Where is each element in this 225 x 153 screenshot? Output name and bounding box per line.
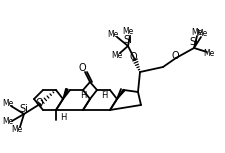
Text: Me: Me — [191, 28, 202, 37]
Polygon shape — [63, 89, 68, 99]
Text: Me: Me — [11, 125, 22, 134]
Text: O: O — [78, 63, 86, 73]
Text: Me: Me — [107, 30, 118, 39]
Polygon shape — [117, 89, 124, 99]
Text: Me: Me — [202, 49, 214, 58]
Text: O: O — [35, 98, 43, 108]
Text: Si: Si — [20, 104, 28, 114]
Text: Si: Si — [123, 35, 132, 45]
Text: H: H — [60, 112, 66, 121]
Text: O: O — [170, 51, 178, 61]
Text: Me: Me — [122, 26, 133, 35]
Text: Ḧ: Ḧ — [100, 91, 107, 101]
Text: Si: Si — [189, 37, 198, 47]
Text: Me: Me — [2, 118, 14, 127]
Text: Me: Me — [2, 99, 14, 108]
Text: Me: Me — [196, 28, 207, 37]
Text: Ḧ: Ḧ — [79, 91, 86, 101]
Text: Me: Me — [111, 50, 122, 60]
Text: O: O — [129, 52, 136, 62]
